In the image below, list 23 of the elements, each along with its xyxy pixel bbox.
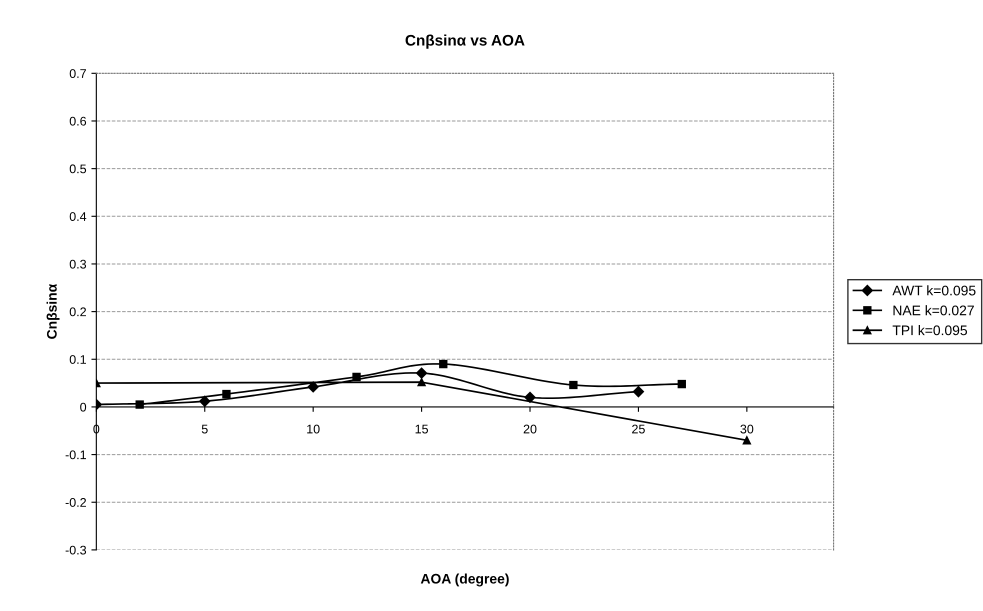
legend-label: AWT k=0.095 xyxy=(892,285,976,296)
x-axis-title: AOA (degree) xyxy=(420,573,509,586)
x-tick-label: 15 xyxy=(416,424,428,434)
chart-title: Cnβsinα vs AOA xyxy=(406,34,525,49)
x-tick-label: 20 xyxy=(524,424,536,434)
x-tick-label: 30 xyxy=(740,424,754,434)
y-tick-label: 0.7 xyxy=(70,69,86,78)
y-tick-label: -0.2 xyxy=(66,498,86,507)
y-tick-label: -0.3 xyxy=(66,546,86,555)
x-tick-label: 10 xyxy=(307,424,320,434)
legend-label: TPI k=0.095 xyxy=(892,325,968,336)
y-tick-label: 0.5 xyxy=(70,164,86,174)
legend-label: NAE k=0.027 xyxy=(893,305,974,316)
y-tick-label: 0.1 xyxy=(70,355,86,364)
y-tick-label: 0.6 xyxy=(70,116,86,126)
y-tick-label: 0 xyxy=(80,402,86,412)
x-tick-label: 25 xyxy=(632,424,645,434)
y-tick-label: 0.2 xyxy=(70,307,86,316)
y-tick-label: 0.4 xyxy=(70,212,86,221)
y-tick-label: 0.3 xyxy=(70,260,86,269)
y-tick-label: -0.1 xyxy=(66,450,86,460)
y-axis-title: Cnβsinα xyxy=(46,284,60,339)
x-tick-label: 5 xyxy=(202,424,208,434)
